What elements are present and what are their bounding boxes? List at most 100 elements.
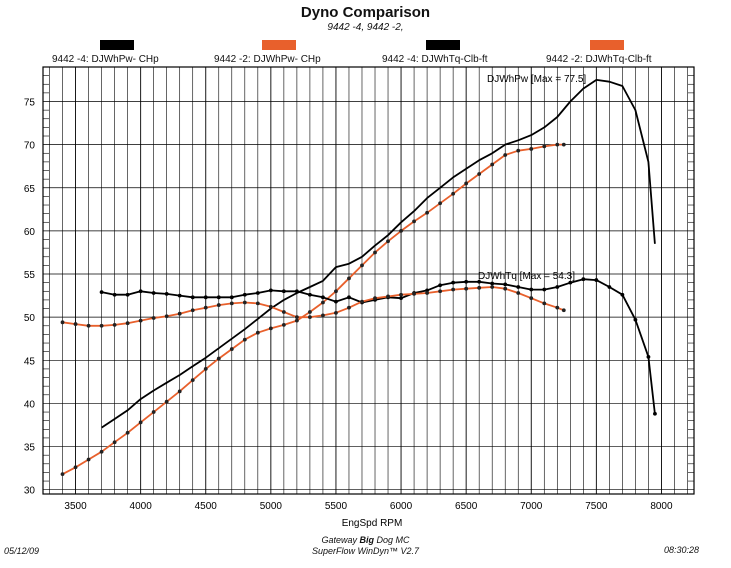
data-point bbox=[242, 300, 247, 305]
data-point bbox=[542, 287, 547, 292]
data-point bbox=[151, 410, 156, 414]
data-point bbox=[620, 292, 625, 297]
x-tick-label: 5500 bbox=[325, 501, 348, 512]
data-point bbox=[561, 142, 566, 147]
data-point bbox=[294, 315, 299, 320]
data-point bbox=[125, 430, 130, 435]
chart-title: Dyno Comparison bbox=[300, 4, 431, 21]
data-point bbox=[125, 292, 130, 297]
data-point bbox=[203, 367, 208, 371]
data-point bbox=[490, 162, 495, 167]
y-tick-label: 35 bbox=[24, 443, 36, 454]
data-point bbox=[216, 295, 221, 300]
data-point bbox=[268, 304, 273, 309]
y-tick-label: 70 bbox=[24, 141, 36, 152]
data-point bbox=[477, 279, 482, 284]
legend-swatch bbox=[262, 40, 296, 50]
series-4 bbox=[60, 285, 566, 328]
data-point bbox=[138, 318, 143, 323]
data-point bbox=[555, 142, 560, 147]
data-point bbox=[503, 282, 508, 287]
series-line bbox=[62, 143, 564, 475]
data-point bbox=[112, 323, 117, 327]
data-point bbox=[386, 294, 390, 299]
data-point bbox=[399, 228, 403, 233]
x-tick-label: 5000 bbox=[260, 501, 283, 512]
data-point bbox=[242, 292, 247, 297]
data-point bbox=[347, 276, 351, 281]
legend-swatch bbox=[100, 40, 134, 50]
data-point bbox=[86, 323, 91, 328]
data-point bbox=[412, 219, 416, 224]
data-point bbox=[164, 314, 169, 319]
x-tick-label: 8000 bbox=[650, 501, 673, 512]
data-point bbox=[321, 295, 325, 300]
data-point bbox=[451, 280, 456, 285]
data-point bbox=[190, 295, 195, 300]
axis-ticks: 3500 4000 4500 5000 5500 6000 6500 7000 7500 8000… bbox=[24, 98, 673, 512]
data-point bbox=[73, 465, 78, 470]
data-point bbox=[308, 292, 312, 297]
data-point bbox=[581, 277, 586, 282]
data-point bbox=[86, 457, 91, 462]
data-point bbox=[268, 288, 273, 293]
data-point bbox=[308, 315, 312, 320]
data-point bbox=[190, 308, 195, 313]
data-point bbox=[255, 330, 260, 335]
data-point bbox=[216, 356, 221, 361]
legend-label: 9442 -4: DJWhPw- CHp bbox=[52, 54, 159, 65]
data-point bbox=[373, 296, 377, 301]
data-point bbox=[477, 285, 482, 290]
data-point bbox=[177, 311, 182, 316]
y-tick-label: 55 bbox=[24, 270, 36, 281]
footer-line1-pre: Gateway bbox=[321, 535, 360, 545]
x-tick-label: 6500 bbox=[455, 501, 478, 512]
data-point bbox=[516, 148, 521, 153]
footer-date: 05/12/09 bbox=[4, 546, 40, 556]
data-point bbox=[399, 296, 403, 301]
data-point bbox=[177, 293, 182, 298]
data-point bbox=[555, 305, 560, 310]
data-point bbox=[203, 295, 208, 300]
power-max-annotation: DJWhPw [Max = 77.5] bbox=[487, 74, 586, 85]
data-point bbox=[203, 305, 208, 310]
data-point bbox=[164, 291, 169, 296]
series-line bbox=[101, 278, 656, 414]
series-2 bbox=[60, 142, 566, 477]
data-point bbox=[138, 289, 143, 294]
data-point bbox=[60, 472, 65, 477]
data-point bbox=[112, 440, 117, 445]
footer-line1: Gateway Big Dog MC bbox=[0, 535, 731, 545]
series-1 bbox=[101, 79, 656, 429]
series-line bbox=[62, 286, 565, 327]
footer-line2: SuperFlow WinDyn™ V2.7 bbox=[312, 546, 419, 556]
data-point bbox=[561, 308, 566, 313]
torque-max-annotation: DJWhTq [Max = 54.3] bbox=[478, 271, 575, 282]
data-point bbox=[99, 323, 104, 328]
data-point bbox=[229, 301, 234, 306]
x-tick-label: 7500 bbox=[585, 501, 608, 512]
legend-label: 9442 -2: DJWhPw- CHp bbox=[214, 54, 321, 65]
footer-line1-bold: Big bbox=[359, 535, 375, 545]
data-point bbox=[294, 318, 299, 323]
data-point bbox=[151, 291, 156, 295]
data-point bbox=[438, 283, 443, 288]
data-point bbox=[594, 278, 599, 282]
data-point bbox=[633, 317, 638, 322]
y-tick-label: 45 bbox=[24, 356, 36, 367]
data-point bbox=[646, 354, 651, 359]
data-point bbox=[177, 389, 182, 394]
data-point bbox=[73, 322, 78, 326]
footer-time: 08:30:28 bbox=[664, 545, 700, 555]
data-point bbox=[294, 289, 299, 294]
data-point bbox=[308, 310, 312, 314]
data-point bbox=[464, 286, 469, 291]
x-tick-label: 3500 bbox=[64, 501, 87, 512]
data-point bbox=[451, 191, 456, 196]
grid bbox=[42, 66, 695, 495]
data-point bbox=[399, 292, 403, 297]
data-point bbox=[373, 250, 377, 255]
data-point bbox=[281, 323, 286, 327]
data-point bbox=[229, 295, 234, 300]
